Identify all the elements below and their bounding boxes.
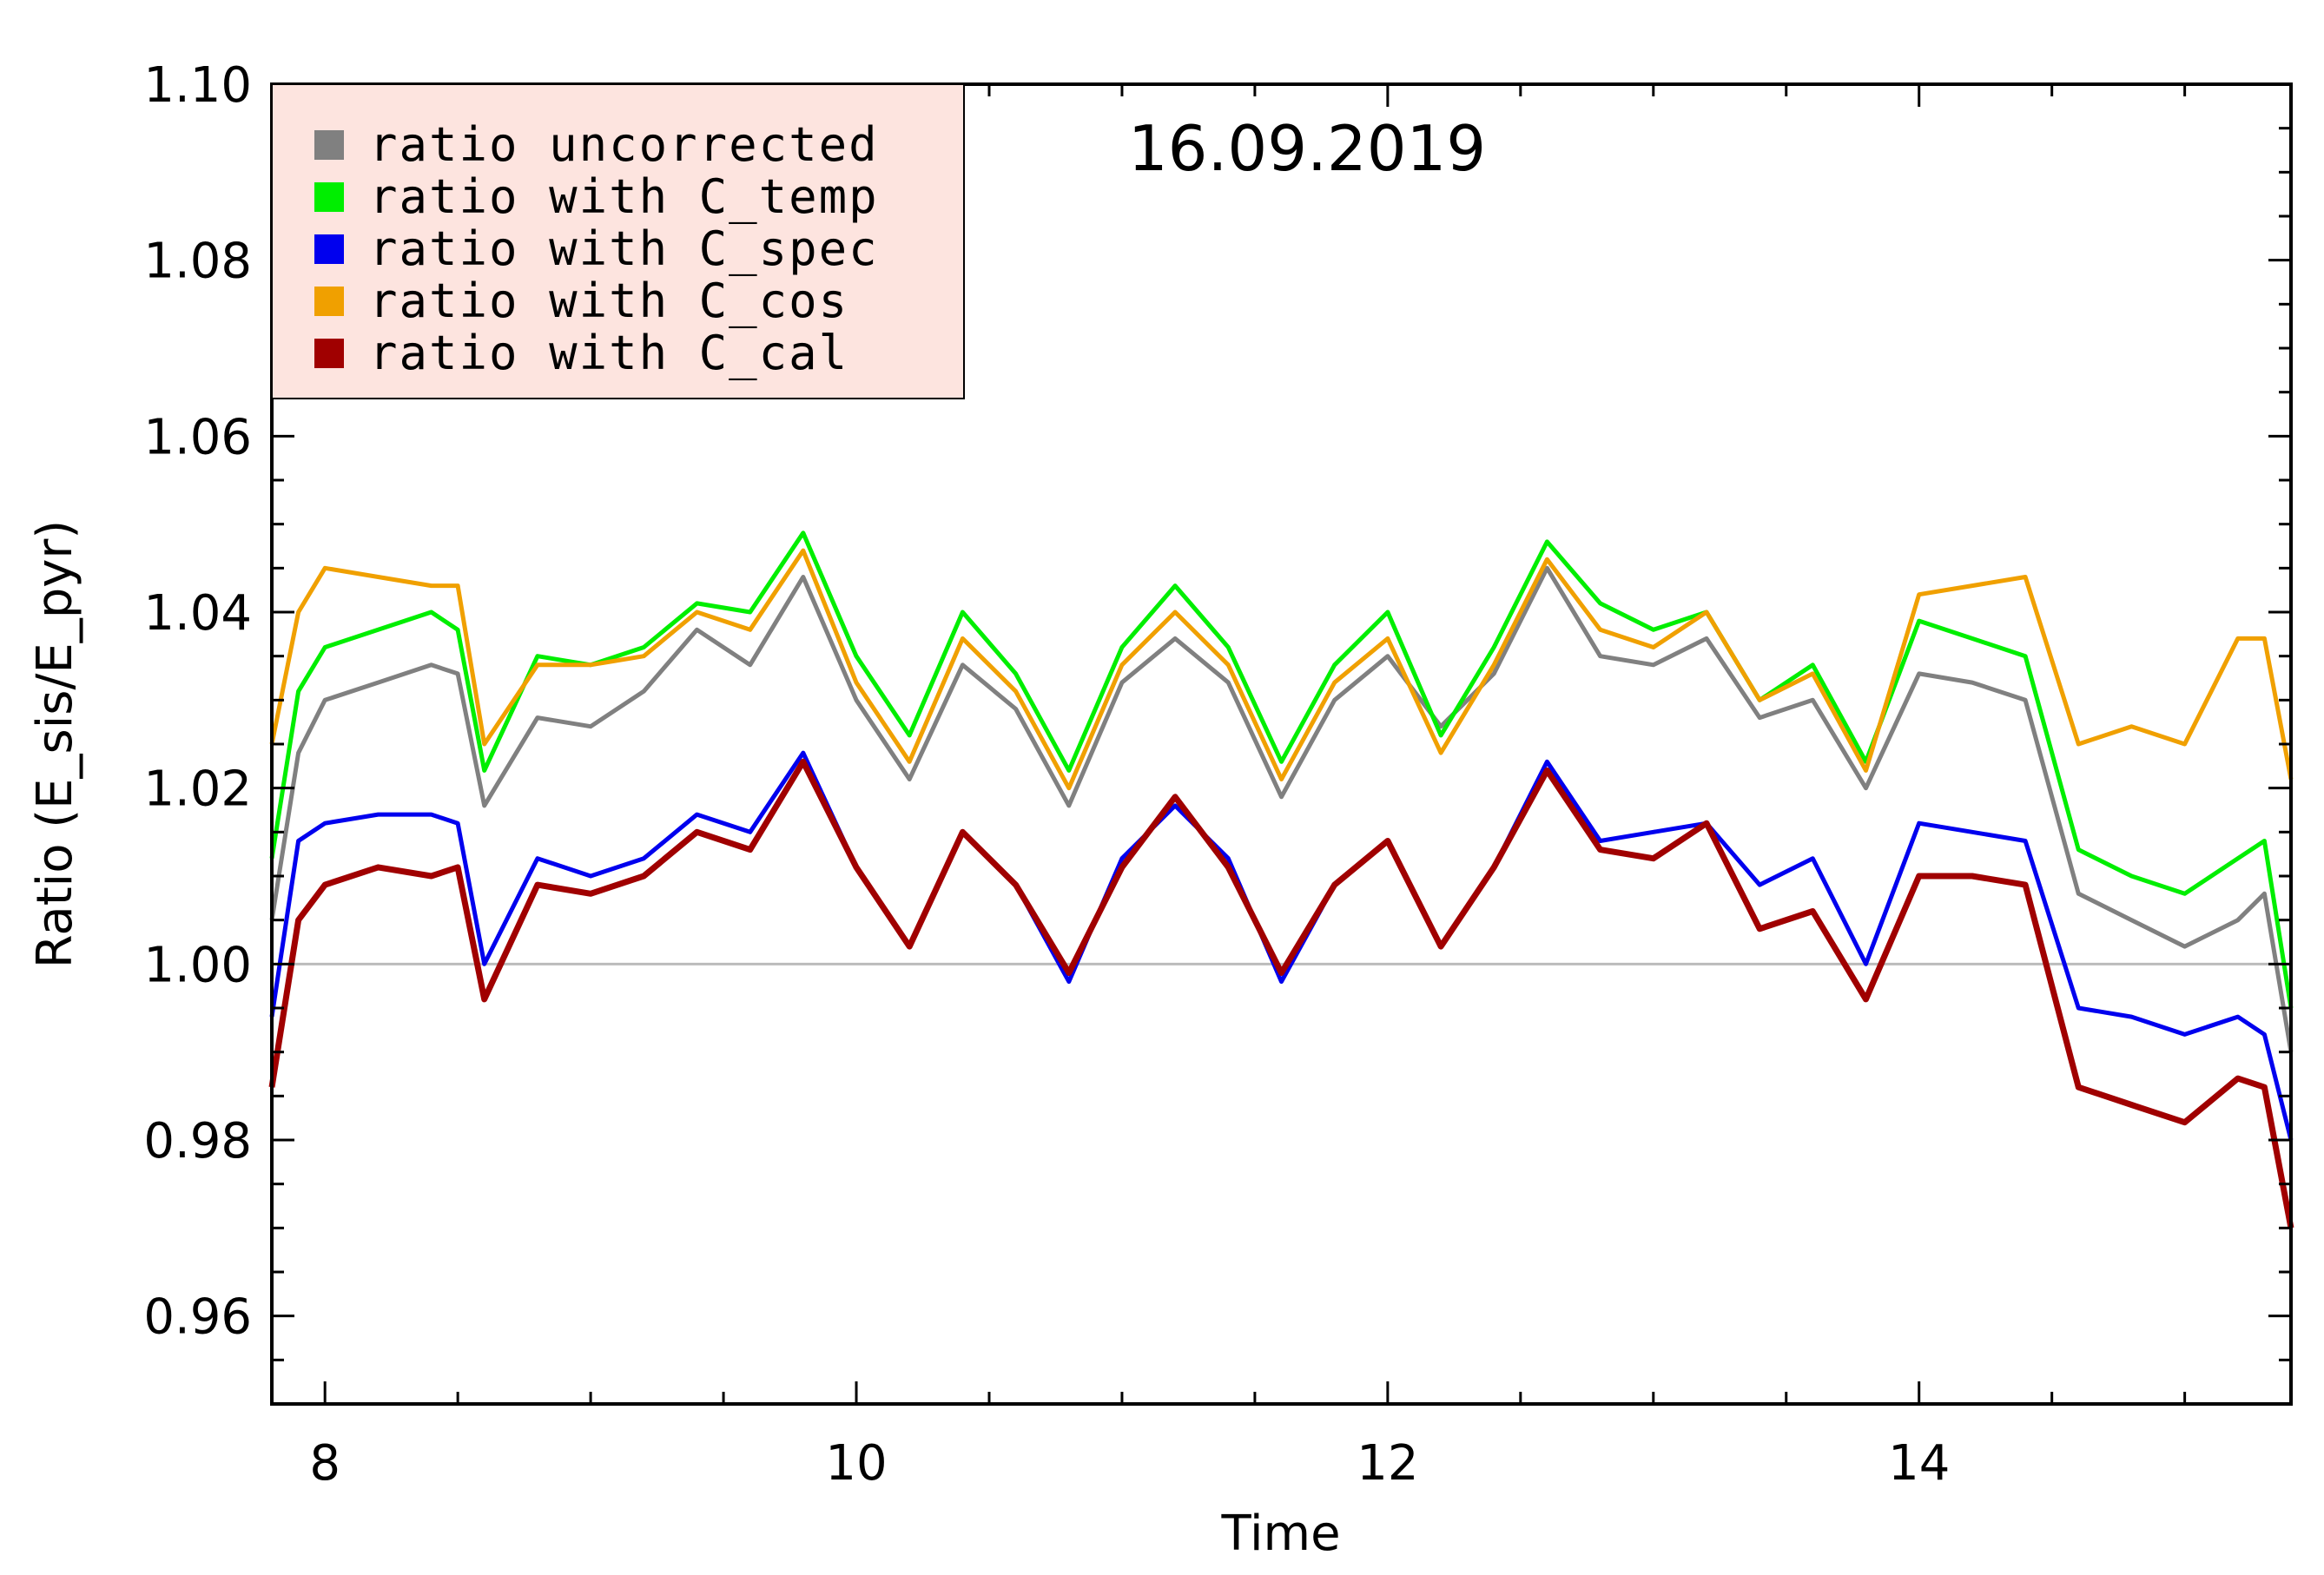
legend-label: ratio with C_cal — [369, 326, 848, 380]
y-tick-label: 0.98 — [143, 1113, 252, 1170]
y-tick-label: 1.02 — [143, 761, 252, 818]
legend-swatch — [314, 182, 344, 212]
series-line-ratio-uncorrected — [269, 565, 2294, 1053]
x-tick-label: 10 — [825, 1435, 887, 1492]
series-group — [268, 530, 2294, 1229]
legend-label: ratio with C_temp — [369, 169, 879, 224]
legend-label: ratio uncorrected — [369, 117, 879, 172]
x-tick-label: 12 — [1357, 1435, 1418, 1492]
x-tick-label: 14 — [1888, 1435, 1950, 1492]
legend-swatch — [314, 287, 344, 316]
y-tick-label: 1.10 — [143, 57, 252, 114]
x-tick-label: 8 — [309, 1435, 340, 1492]
y-tick-label: 0.96 — [143, 1289, 252, 1346]
y-tick-label: 1.06 — [143, 409, 252, 465]
x-tick-labels: 8 10 12 14 — [309, 1435, 1950, 1492]
legend-label: ratio with C_cos — [369, 273, 848, 328]
y-tick-labels: 0.96 0.98 1.00 1.02 1.04 1.06 1.08 1.10 — [143, 57, 252, 1346]
date-annotation: 16.09.2019 — [1128, 112, 1486, 185]
y-tick-label: 1.04 — [143, 585, 252, 642]
legend-swatch — [314, 234, 344, 264]
x-axis-title: Time — [1220, 1506, 1340, 1562]
legend-swatch — [314, 130, 344, 160]
series-line-ratio-with-c-cal — [268, 758, 2294, 1229]
legend-box — [271, 83, 965, 399]
series-line-ratio-with-c-cos — [269, 548, 2294, 791]
y-axis-title: Ratio (E_sis/E_pyr) — [27, 520, 83, 969]
y-tick-label: 1.00 — [143, 937, 252, 993]
y-tick-label: 1.08 — [143, 234, 252, 290]
legend-swatch — [314, 339, 344, 368]
legend-label: ratio with C_spec — [369, 221, 879, 276]
